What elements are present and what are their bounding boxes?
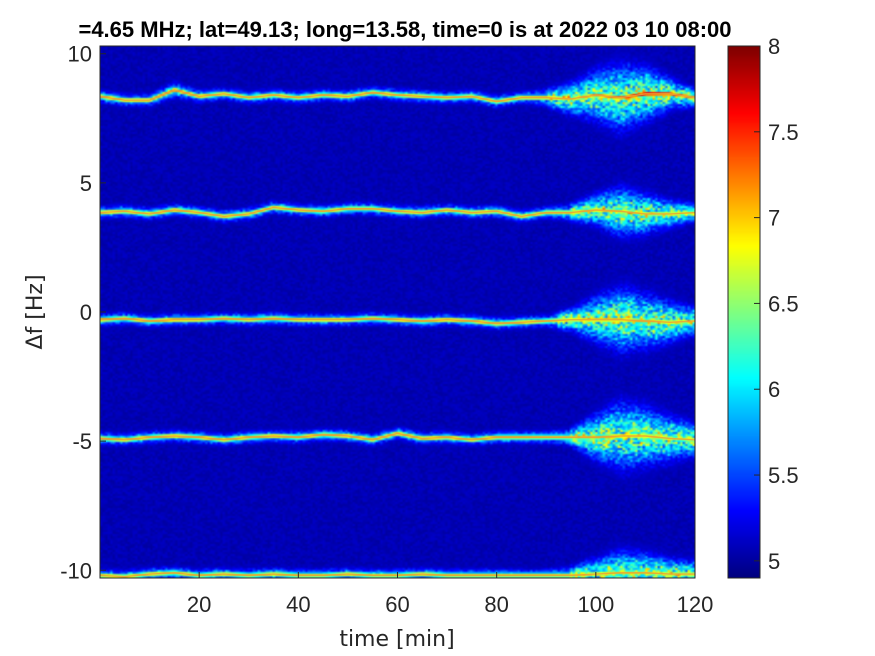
colorbar-tick-label: 5 (768, 549, 780, 574)
x-tick-label: 20 (187, 592, 211, 617)
y-tick-label: -5 (72, 429, 92, 454)
x-tick-label: 40 (286, 592, 310, 617)
x-tick-label: 80 (484, 592, 508, 617)
x-tick-label: 120 (677, 592, 714, 617)
heatmap-image (100, 46, 695, 578)
colorbar-tick-label: 8 (768, 34, 780, 59)
y-axis: 10 5 0 -5 -10 (60, 42, 106, 583)
colorbar-tick-label: 7 (768, 206, 780, 231)
x-tick-label: 60 (385, 592, 409, 617)
y-tick-label: 5 (80, 171, 92, 196)
colorbar-gradient (728, 46, 760, 578)
colorbar: 8 7.5 7 6.5 6 5.5 5 (727, 34, 799, 579)
colorbar-frame (727, 45, 761, 579)
y-tick-label: 0 (80, 300, 92, 325)
ridge-trace-3 (99, 317, 696, 325)
x-axis: 20 40 60 80 100 120 (187, 572, 713, 617)
ridge-trace-4 (99, 432, 696, 441)
x-tick-label: 100 (577, 592, 614, 617)
y-tick-label: 10 (68, 42, 92, 67)
ridge-trace-2 (99, 206, 696, 218)
y-axis-label: Δf [Hz] (23, 274, 48, 349)
plot-area (99, 45, 696, 579)
colorbar-tick-label: 6 (768, 377, 780, 402)
ridge-trace-1 (99, 89, 696, 103)
y-tick-label: -10 (60, 558, 92, 583)
chart-title: =4.65 MHz; lat=49.13; long=13.58, time=0… (78, 17, 731, 42)
colorbar-tick-label: 6.5 (768, 291, 799, 316)
colorbar-tick-label: 5.5 (768, 463, 799, 488)
colorbar-ticks: 8 7.5 7 6.5 6 5.5 5 (754, 34, 799, 574)
x-axis-label: time [min] (339, 627, 454, 652)
colorbar-tick-label: 7.5 (768, 120, 799, 145)
